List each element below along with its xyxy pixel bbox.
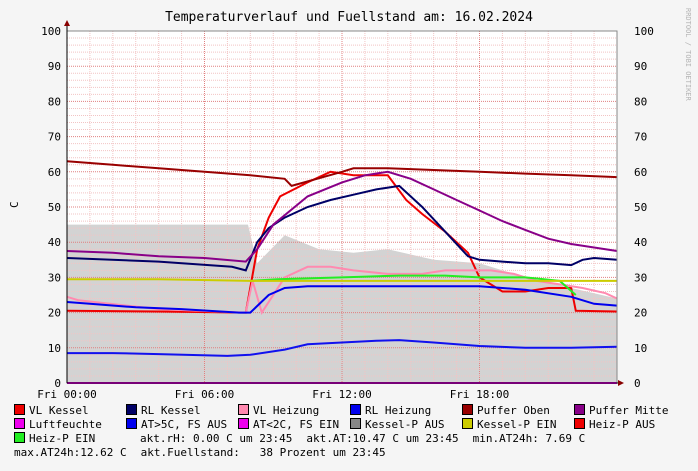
legend-item: Luftfeuchte — [14, 418, 126, 431]
stat-akt-rh: akt.rH: 0.00 C um 23:45 — [140, 432, 293, 445]
legend-swatch — [238, 404, 249, 415]
legend-row-3: Heiz-P EIN akt.rH: 0.00 C um 23:45 akt.AT:… — [14, 432, 585, 445]
y-tick-label-right: 60 — [634, 166, 647, 179]
series-line-3 — [66, 285, 618, 314]
legend-swatch — [462, 404, 473, 415]
y-tick-label-left: 30 — [48, 271, 61, 284]
legend-label: Puffer Mitte — [589, 404, 669, 417]
legend-label: Heiz-P AUS — [589, 418, 656, 431]
legend-label: AT>5C, FS AUS — [141, 418, 228, 431]
y-tick-label-left: 70 — [48, 131, 61, 144]
y-tick-label-right: 90 — [634, 60, 647, 73]
legend-swatch — [574, 418, 585, 429]
series-line-1 — [66, 184, 618, 272]
y-tick-label-left: 50 — [48, 201, 61, 214]
series-line-4 — [66, 160, 618, 188]
legend-swatch — [574, 404, 585, 415]
chart-title: Temperaturverlauf und Fuellstand am: 16.… — [165, 10, 533, 25]
legend-item: Kessel-P AUS — [350, 418, 462, 431]
legend-item: Kessel-P EIN — [462, 418, 574, 431]
legend-swatch — [350, 418, 361, 429]
legend-item: VL Kessel — [14, 404, 126, 417]
y-tick-label-right: 80 — [634, 95, 647, 108]
y-tick-label-right: 50 — [634, 201, 647, 214]
stat-fuellstand: akt.Fuellstand: 38 Prozent um 23:45 — [140, 446, 386, 459]
stat-max-at: max.AT24h:12.62 C — [14, 446, 127, 459]
legend-swatch — [350, 404, 361, 415]
legend-item: RL Heizung — [350, 404, 462, 417]
y-tick-label-right: 30 — [634, 271, 647, 284]
legend-swatch — [126, 404, 137, 415]
legend-row-1: VL Kessel RL Kessel VL Heizung RL Heizung Pu… — [14, 404, 686, 417]
y-tick-label-left: 80 — [48, 95, 61, 108]
legend-item: Puffer Mitte — [574, 404, 686, 417]
y-tick-label-right: 20 — [634, 307, 647, 320]
stat-akt-at: akt.AT:10.47 C um 23:45 — [306, 432, 459, 445]
x-tick-label: Fri 00:00 — [37, 388, 97, 401]
y-tick-label-left: 40 — [48, 236, 61, 249]
series-line-7 — [67, 278, 617, 282]
y-tick-label-right: 0 — [634, 377, 641, 390]
y-tick-label-left: 60 — [48, 166, 61, 179]
legend-item: RL Kessel — [126, 404, 238, 417]
legend-label: RL Heizung — [365, 404, 432, 417]
y-axis-label: C — [8, 201, 21, 208]
legend-row-4: max.AT24h:12.62 C akt.Fuellstand: 38 Proz… — [14, 446, 386, 459]
legend-label: AT<2C, FS EIN — [253, 418, 340, 431]
y-tick-label-right: 100 — [634, 25, 654, 38]
series-line-5 — [66, 170, 618, 263]
legend-row-2: Luftfeuchte AT>5C, FS AUS AT<2C, FS EIN Kes… — [14, 418, 686, 431]
series-line-2 — [66, 265, 618, 315]
x-tick-label: Fri 18:00 — [450, 388, 510, 401]
y-tick-label-left: 90 — [48, 60, 61, 73]
y-tick-label-right: 70 — [634, 131, 647, 144]
legend-item: Heiz-P EIN — [14, 432, 126, 445]
legend-swatch — [14, 418, 25, 429]
series-line-6 — [250, 274, 577, 296]
legend-swatch — [238, 418, 249, 429]
legend-label: VL Heizung — [253, 404, 320, 417]
y-tick-label-left: 100 — [41, 25, 61, 38]
legend-label: RL Kessel — [141, 404, 201, 417]
watermark: RRDTOOL / TOBI OETIKER — [684, 8, 692, 102]
legend-label: Heiz-P EIN — [29, 432, 96, 445]
legend-swatch — [14, 432, 25, 443]
series-line-8 — [67, 339, 618, 357]
x-tick-label: Fri 12:00 — [312, 388, 372, 401]
legend-label: VL Kessel — [29, 404, 89, 417]
legend-label: Luftfeuchte — [29, 418, 102, 431]
legend-label: Puffer Oben — [477, 404, 550, 417]
legend-item: Puffer Oben — [462, 404, 574, 417]
stat-min-at: min.AT24h: 7.69 C — [472, 432, 586, 445]
legend-item: AT<2C, FS EIN — [238, 418, 350, 431]
y-tick-label-left: 0 — [54, 377, 61, 390]
legend-swatch — [126, 418, 137, 429]
y-axis-arrow — [64, 20, 70, 26]
legend-swatch — [14, 404, 25, 415]
legend-label: Kessel-P EIN — [477, 418, 557, 431]
x-axis-arrow — [618, 380, 624, 386]
y-tick-label-right: 10 — [634, 342, 647, 355]
y-tick-label-left: 20 — [48, 307, 61, 320]
legend-label: Kessel-P AUS — [365, 418, 445, 431]
legend-item: VL Heizung — [238, 404, 350, 417]
legend-item: AT>5C, FS AUS — [126, 418, 238, 431]
legend-item: Heiz-P AUS — [574, 418, 686, 431]
legend-swatch — [462, 418, 473, 429]
y-tick-label-right: 40 — [634, 236, 647, 249]
x-tick-label: Fri 06:00 — [175, 388, 235, 401]
y-tick-label-left: 10 — [48, 342, 61, 355]
